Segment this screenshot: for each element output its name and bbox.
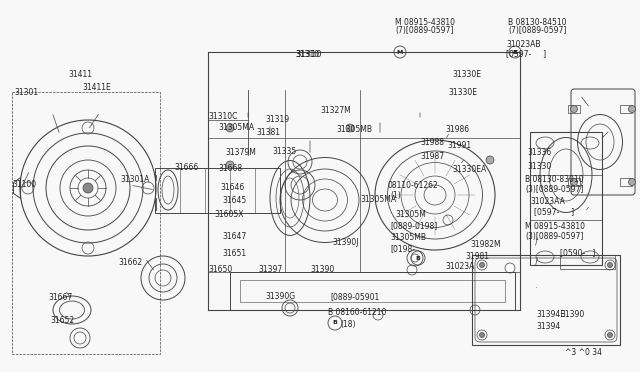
Text: 31394E: 31394E bbox=[536, 310, 565, 319]
Text: 31981: 31981 bbox=[465, 252, 489, 261]
Bar bbox=[230, 272, 515, 310]
Text: 31390J: 31390J bbox=[332, 238, 358, 247]
Text: 31100: 31100 bbox=[12, 180, 36, 189]
Circle shape bbox=[628, 106, 636, 112]
Text: (7)[0889-0597]: (7)[0889-0597] bbox=[508, 26, 566, 35]
Text: 31381: 31381 bbox=[256, 128, 280, 137]
Text: 31982M: 31982M bbox=[470, 240, 500, 249]
Text: [0198-: [0198- bbox=[390, 244, 415, 253]
Text: 31335: 31335 bbox=[272, 147, 296, 156]
Text: 31646: 31646 bbox=[220, 183, 244, 192]
Text: 31330EA: 31330EA bbox=[452, 165, 486, 174]
Text: B: B bbox=[333, 321, 337, 326]
Text: 31650: 31650 bbox=[208, 265, 232, 274]
Text: 31667: 31667 bbox=[48, 293, 72, 302]
Text: 31668: 31668 bbox=[218, 164, 242, 173]
Text: [0597-     ]: [0597- ] bbox=[506, 49, 546, 58]
Text: 31991: 31991 bbox=[447, 141, 471, 150]
Text: 31397: 31397 bbox=[258, 265, 282, 274]
Bar bbox=[12, 92, 160, 354]
Text: 31305MB: 31305MB bbox=[336, 125, 372, 134]
Text: 31651: 31651 bbox=[222, 249, 246, 258]
Text: 08110-61262: 08110-61262 bbox=[388, 181, 439, 190]
Text: (3)[0889-0597]: (3)[0889-0597] bbox=[525, 185, 584, 194]
Bar bbox=[620, 105, 632, 113]
Bar bbox=[155, 168, 280, 213]
Text: 31605X: 31605X bbox=[214, 210, 243, 219]
Text: 31645: 31645 bbox=[222, 196, 246, 205]
Circle shape bbox=[628, 179, 636, 186]
Text: 31390: 31390 bbox=[560, 310, 584, 319]
Text: B 08160-61210: B 08160-61210 bbox=[328, 308, 387, 317]
Text: M 08915-43810: M 08915-43810 bbox=[395, 18, 455, 27]
Text: B 08130-84510: B 08130-84510 bbox=[508, 18, 566, 27]
Text: 31319: 31319 bbox=[265, 115, 289, 124]
Bar bbox=[620, 178, 632, 186]
Text: 31652: 31652 bbox=[50, 316, 74, 325]
Circle shape bbox=[607, 333, 612, 337]
Text: 31411E: 31411E bbox=[82, 83, 111, 92]
Text: 31301: 31301 bbox=[14, 88, 38, 97]
Circle shape bbox=[570, 106, 577, 112]
Circle shape bbox=[570, 179, 577, 186]
Text: M: M bbox=[397, 49, 403, 55]
Bar bbox=[560, 255, 615, 269]
Text: (7)[0889-0597]: (7)[0889-0597] bbox=[395, 26, 453, 35]
Circle shape bbox=[226, 161, 234, 169]
Text: 31336: 31336 bbox=[527, 148, 551, 157]
Circle shape bbox=[83, 183, 93, 193]
Circle shape bbox=[226, 124, 234, 132]
Text: [0889-0198]: [0889-0198] bbox=[390, 221, 437, 230]
Text: 31310: 31310 bbox=[295, 50, 321, 59]
Text: 31330: 31330 bbox=[527, 162, 551, 171]
Text: 31310C: 31310C bbox=[208, 112, 237, 121]
Bar bbox=[568, 105, 580, 113]
Text: 31988: 31988 bbox=[420, 138, 444, 147]
Text: 31390G: 31390G bbox=[265, 292, 295, 301]
Text: (18): (18) bbox=[340, 320, 355, 329]
Text: M 08915-43810: M 08915-43810 bbox=[525, 222, 585, 231]
Bar bbox=[530, 132, 602, 265]
Text: (1): (1) bbox=[390, 191, 401, 200]
Circle shape bbox=[607, 263, 612, 267]
Circle shape bbox=[479, 263, 484, 267]
Text: B: B bbox=[513, 49, 517, 55]
Text: 31023AB: 31023AB bbox=[506, 40, 541, 49]
Circle shape bbox=[486, 156, 494, 164]
Text: 31305MA: 31305MA bbox=[218, 123, 254, 132]
Text: 31330E: 31330E bbox=[448, 88, 477, 97]
Bar bbox=[568, 178, 580, 186]
Text: B 08130-83010: B 08130-83010 bbox=[525, 175, 584, 184]
Circle shape bbox=[479, 333, 484, 337]
Text: 31390: 31390 bbox=[310, 265, 334, 274]
Bar bbox=[472, 255, 620, 345]
Text: 31379M: 31379M bbox=[225, 148, 256, 157]
Text: (3)[0889-0597]: (3)[0889-0597] bbox=[525, 232, 584, 241]
Text: 31411: 31411 bbox=[68, 70, 92, 79]
Text: 31394: 31394 bbox=[536, 322, 560, 331]
Text: 31327M: 31327M bbox=[320, 106, 351, 115]
Circle shape bbox=[346, 124, 354, 132]
Text: 31023A: 31023A bbox=[445, 262, 474, 271]
Text: 31301A: 31301A bbox=[120, 175, 149, 184]
Text: 31330E: 31330E bbox=[452, 70, 481, 79]
Text: 31305MA: 31305MA bbox=[360, 195, 396, 204]
Text: 31310: 31310 bbox=[295, 50, 319, 59]
Text: 31986: 31986 bbox=[445, 125, 469, 134]
Text: [0597-     ]: [0597- ] bbox=[534, 207, 574, 216]
Text: [0889-05901: [0889-05901 bbox=[330, 292, 380, 301]
Text: 31987: 31987 bbox=[420, 152, 444, 161]
Text: 31305MB: 31305MB bbox=[390, 233, 426, 242]
Text: ^3 ^0 34: ^3 ^0 34 bbox=[565, 348, 602, 357]
Text: 31666: 31666 bbox=[174, 163, 198, 172]
Bar bbox=[240, 280, 505, 302]
Circle shape bbox=[411, 254, 419, 262]
Text: 31305M: 31305M bbox=[395, 210, 426, 219]
Text: 31647: 31647 bbox=[222, 232, 246, 241]
Text: 31023AA: 31023AA bbox=[530, 197, 565, 206]
Text: [0590-   ]: [0590- ] bbox=[560, 248, 595, 257]
Text: 31662: 31662 bbox=[118, 258, 142, 267]
Text: B: B bbox=[415, 256, 420, 260]
